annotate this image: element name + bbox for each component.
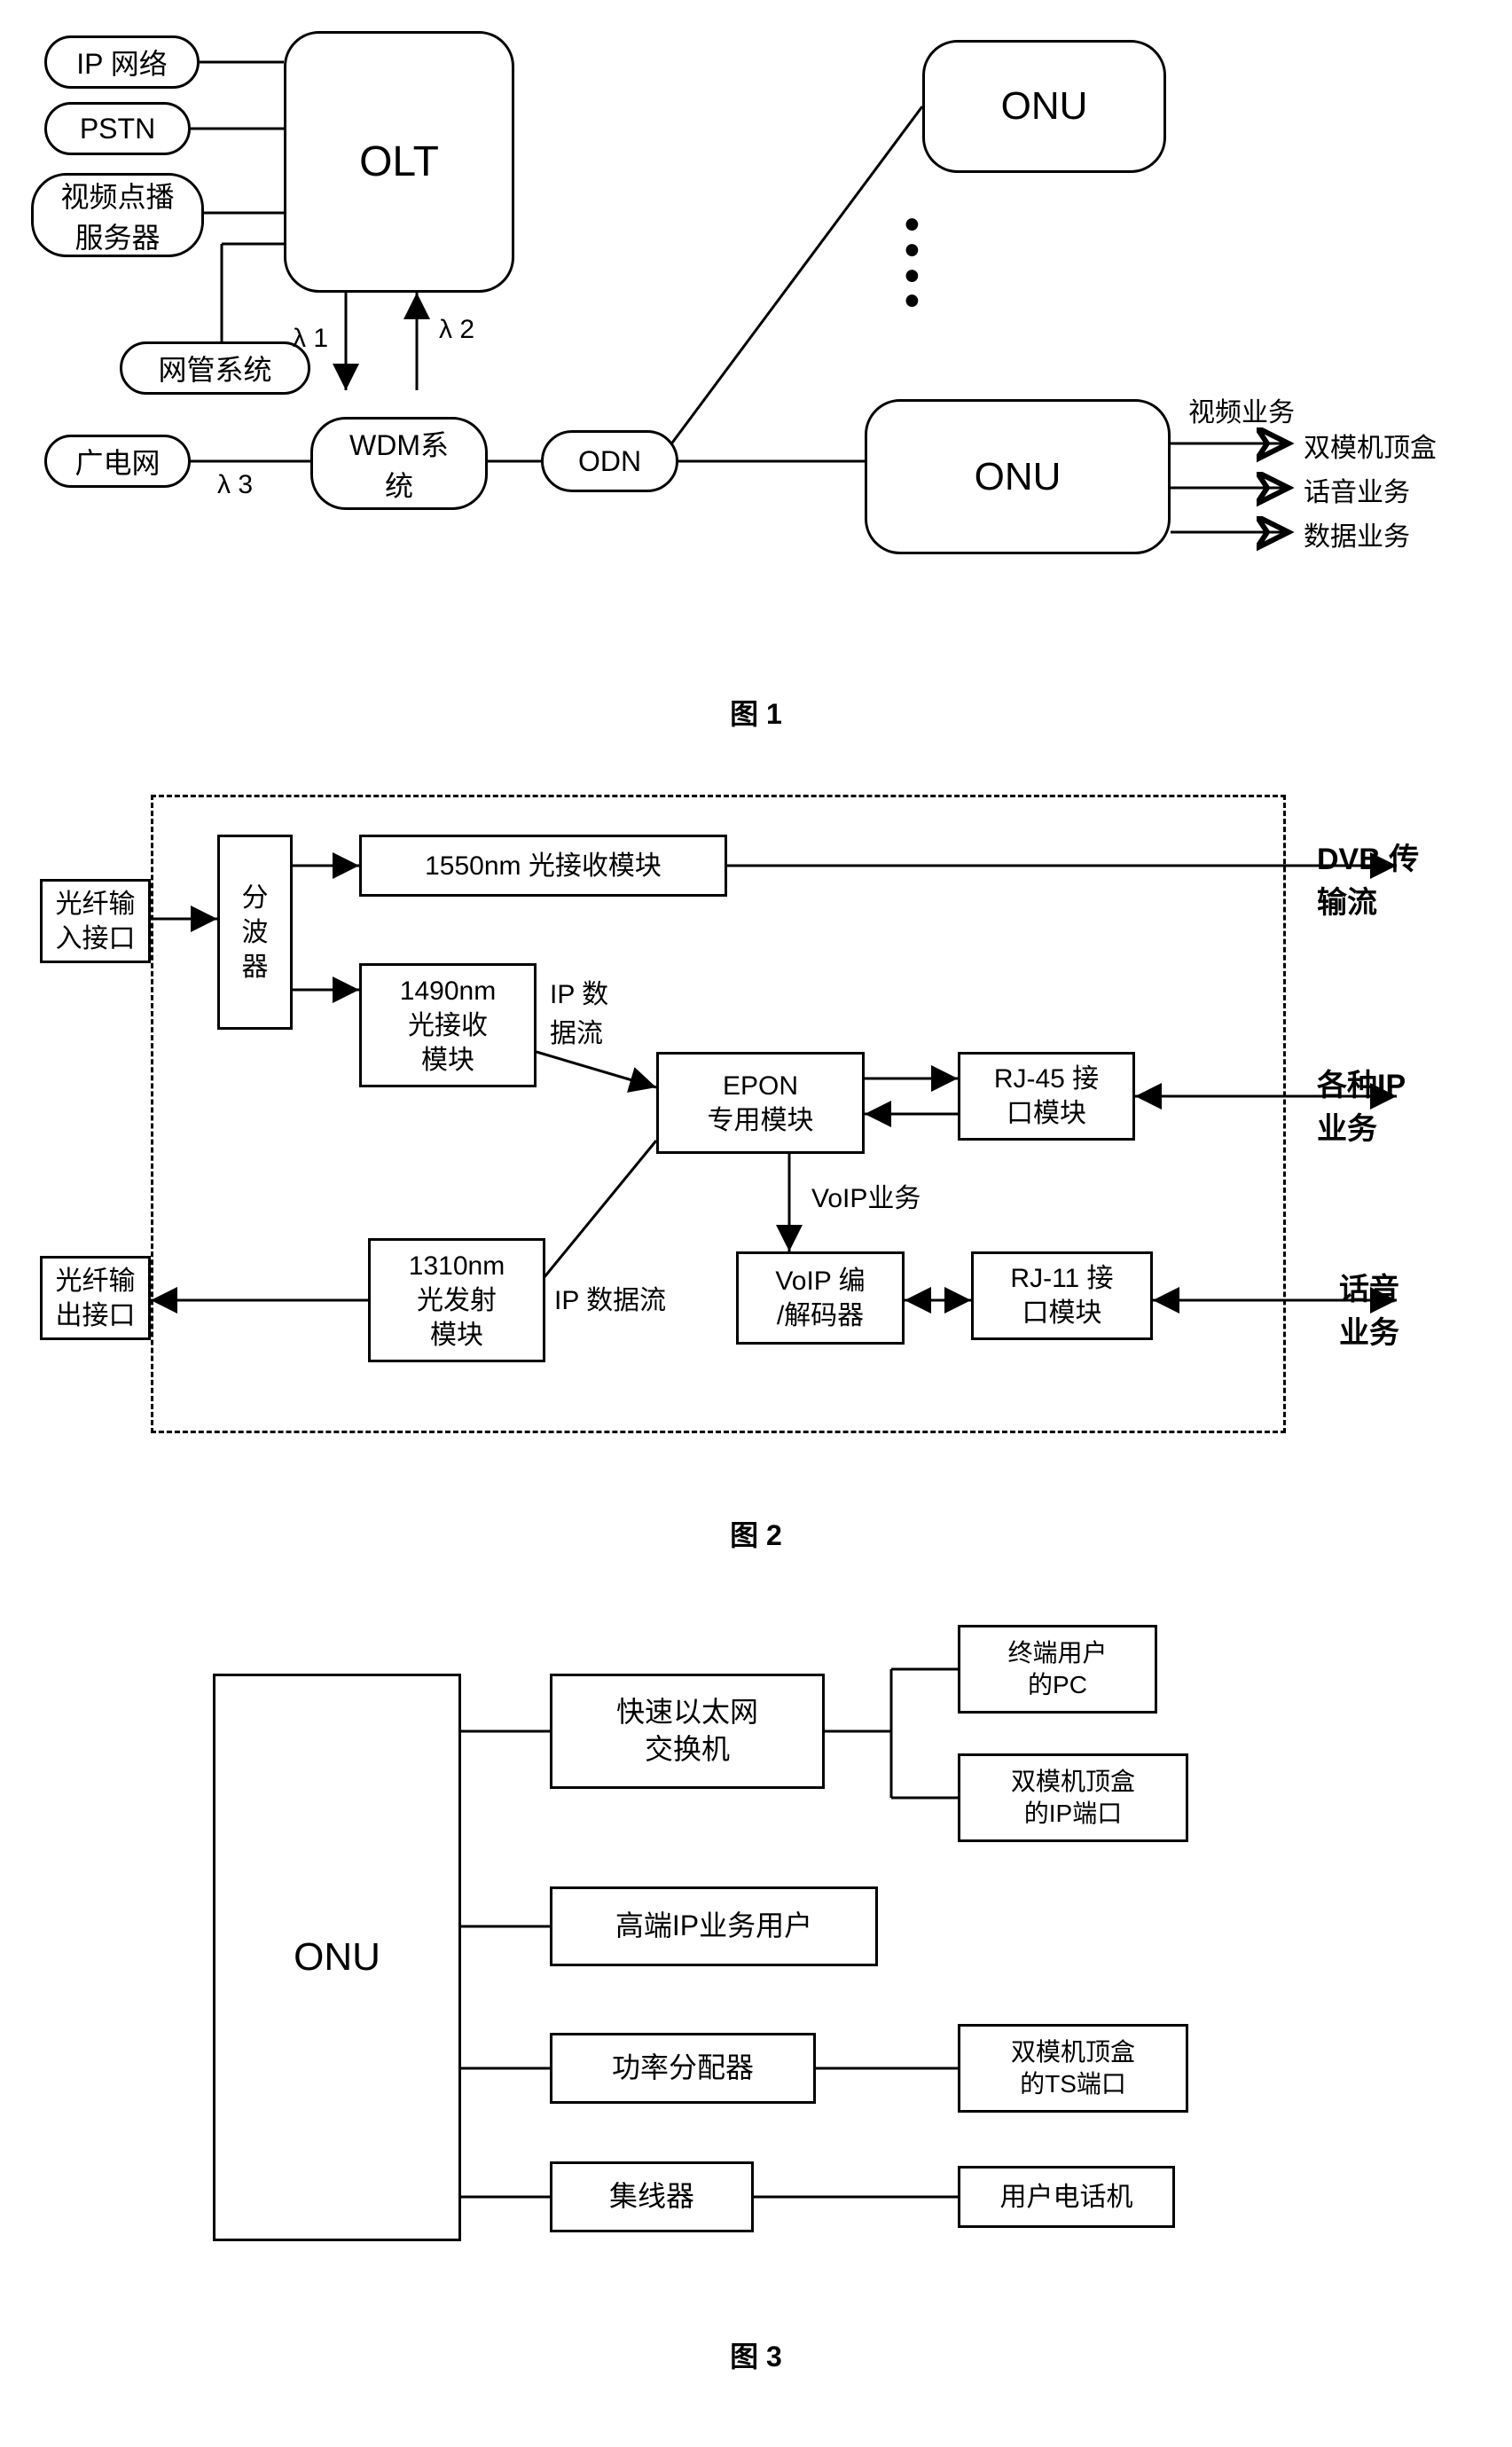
label-voice-svc: 话音 业务 [1339, 1265, 1399, 1352]
label-ip-svc: 各种IP 业务 [1317, 1061, 1406, 1148]
node-hi-ip: 高端IP业务用户 [550, 1886, 878, 1966]
label-ipflow1: IP 数 据流 [550, 972, 608, 1050]
node-ip-network: IP 网络 [44, 35, 200, 89]
figure-2: 光纤输 入接口 光纤输 出接口 分 波 器 1550nm 光接收模块 1490n… [18, 786, 1494, 1460]
node-fiber-out: 光纤输 出接口 [40, 1256, 151, 1340]
label-ipflow2: IP 数据流 [554, 1278, 666, 1317]
node-catv: 广电网 [44, 435, 191, 488]
node-pstn: PSTN [44, 102, 191, 155]
node-phone: 用户电话机 [958, 2166, 1175, 2228]
figure-3: ONU 快速以太网 交换机 高端IP业务用户 功率分配器 集线器 终端用户 的P… [18, 1607, 1494, 2281]
fig1-connectors [18, 18, 1512, 639]
node-tx1310: 1310nm 光发射 模块 [368, 1238, 545, 1362]
node-pc: 终端用户 的PC [958, 1625, 1157, 1714]
node-rj45: RJ-45 接 口模块 [958, 1052, 1135, 1141]
node-splitter: 分 波 器 [217, 835, 293, 1030]
vdots: •••• [905, 213, 920, 315]
node-rx1490: 1490nm 光接收 模块 [359, 963, 537, 1087]
node-onu: ONU [213, 1674, 461, 2241]
figure-1: IP 网络 PSTN 视频点播 服务器 网管系统 广电网 OLT WDM系 统 … [18, 18, 1494, 639]
node-rx1550: 1550nm 光接收模块 [359, 835, 727, 897]
label-voip: VoIP业务 [811, 1176, 921, 1215]
node-vod-server: 视频点播 服务器 [31, 173, 204, 257]
label-stb: 双模机顶盒 [1304, 426, 1437, 465]
label-video: 视频业务 [1188, 390, 1295, 429]
node-switch: 快速以太网 交换机 [550, 1674, 825, 1789]
node-voip-codec: VoIP 编 /解码器 [736, 1251, 905, 1345]
node-odn: ODN [541, 430, 678, 492]
node-rj11: RJ-11 接 口模块 [971, 1251, 1153, 1340]
label-dvb: DVB 传 输流 [1317, 835, 1419, 922]
label-voice: 话音业务 [1304, 470, 1410, 509]
label-l1: λ 1 [293, 324, 328, 354]
node-epon: EPON 专用模块 [656, 1052, 865, 1154]
fig3-caption: 图 3 [18, 2334, 1494, 2375]
label-l2: λ 2 [439, 315, 474, 345]
node-onu-top: ONU [922, 40, 1166, 173]
node-olt: OLT [284, 31, 514, 293]
node-stb-ts: 双模机顶盒 的TS端口 [958, 2024, 1188, 2113]
node-fiber-in: 光纤输 入接口 [40, 879, 151, 963]
node-wdm: WDM系 统 [310, 417, 488, 510]
node-stb-ip: 双模机顶盒 的IP端口 [958, 1753, 1188, 1842]
node-onu-bot: ONU [865, 399, 1171, 554]
node-hub: 集线器 [550, 2161, 754, 2232]
fig1-caption: 图 1 [18, 692, 1494, 733]
node-power: 功率分配器 [550, 2033, 816, 2104]
label-l3: λ 3 [217, 470, 253, 500]
label-data: 数据业务 [1304, 514, 1410, 553]
fig2-caption: 图 2 [18, 1513, 1494, 1554]
node-nms: 网管系统 [120, 341, 310, 395]
